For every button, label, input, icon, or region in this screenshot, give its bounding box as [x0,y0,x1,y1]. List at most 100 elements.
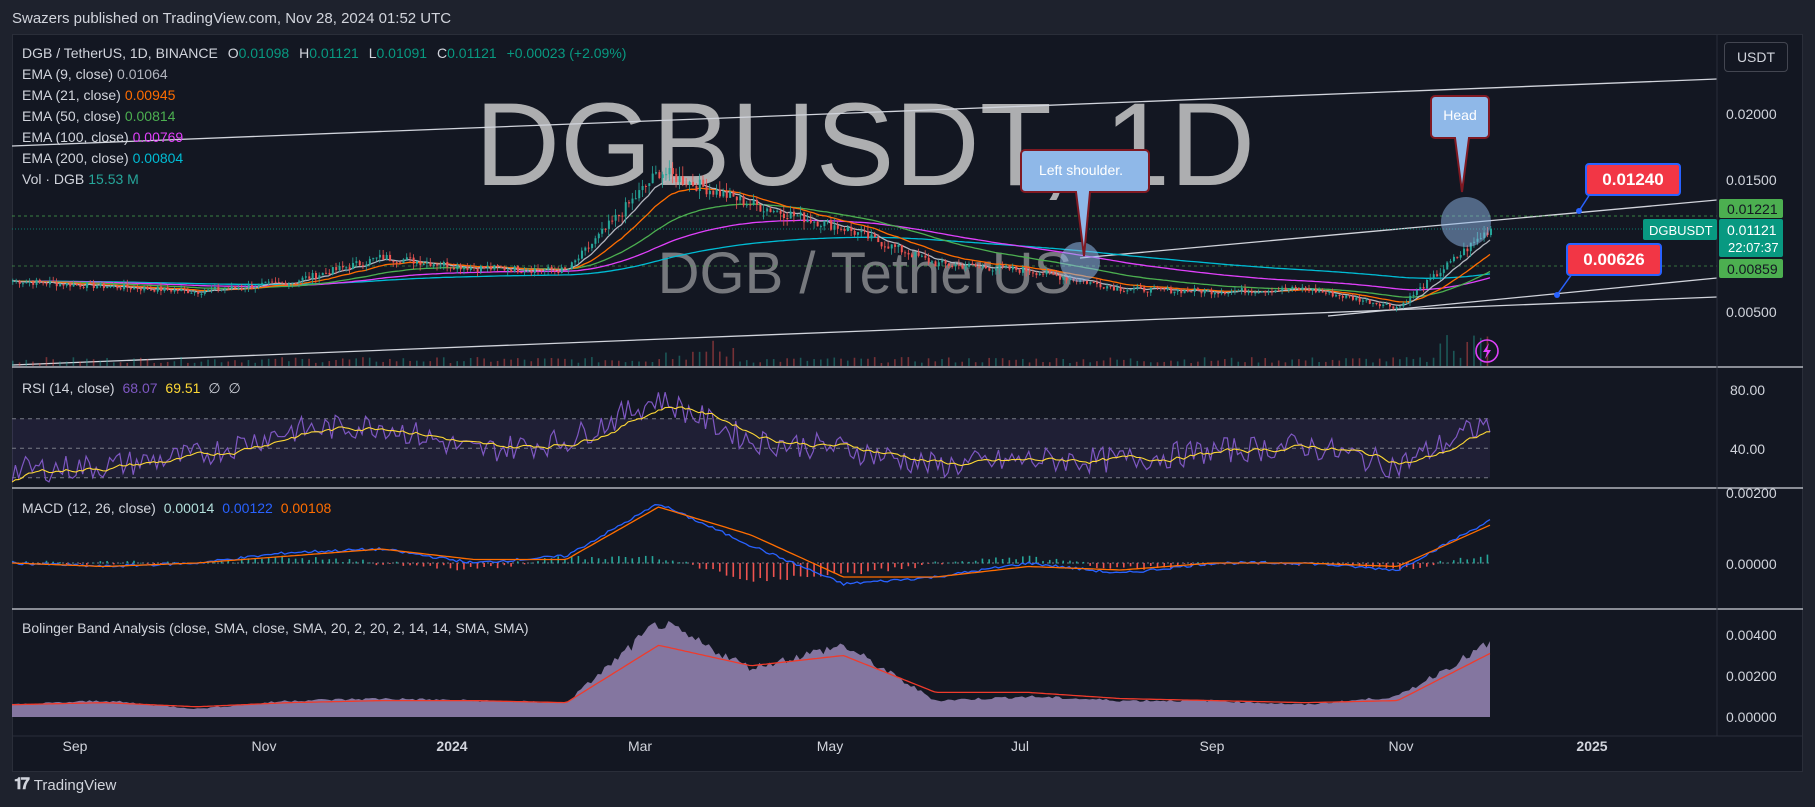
volume-bar [214,359,216,366]
volume-bar [1156,362,1159,366]
candle-body [419,261,422,266]
macd-legend[interactable]: MACD (12, 26, close) 0.00014 0.00122 0.0… [22,500,332,516]
candle-body [607,220,610,229]
volume-bar [79,361,81,366]
candle-body [614,214,617,221]
volume-bar [416,360,418,366]
candle-body [1271,290,1274,293]
candle-body [426,262,429,264]
candle-body [170,289,173,292]
candle-body [1247,291,1250,294]
candle-body [843,228,846,232]
macd-histogram-bar [442,563,445,566]
volume-bar [1102,360,1105,366]
ema9-legend[interactable]: EMA (9, close) 0.01064 [22,66,168,82]
candle-body [564,267,567,270]
candle-body [947,263,950,266]
symbol-ohlc-row[interactable]: DGB / TetherUS, 1D, BINANCE O0.01098 H0.… [22,45,627,61]
macd-histogram-bar [995,557,997,564]
target-low-label-box[interactable]: 0.00626 [1566,243,1662,276]
head-callout[interactable]: Head [1430,95,1490,193]
volume-bar [860,358,863,366]
candle-body [304,276,307,278]
candle-body [991,270,994,272]
candle-body [1345,295,1348,298]
candle-body [28,281,31,283]
ema21-legend[interactable]: EMA (21, close) 0.00945 [22,87,176,103]
candle-body [1304,287,1307,290]
volume-bar [160,362,162,366]
candle-body [675,173,678,183]
volume-bar [692,351,694,366]
candle-body [907,252,910,255]
macd-histogram-bar [591,557,593,564]
candle-body [594,238,597,244]
bb-legend[interactable]: Bolinger Band Analysis (close, SMA, clos… [22,620,529,636]
macd-histogram-bar [294,558,297,564]
macd-histogram-bar [59,562,61,564]
main-legend[interactable]: DGB / TetherUS, 1D, BINANCE O0.01098 H0.… [22,43,626,190]
macd-histogram-bar [840,563,842,574]
target-high-label-box[interactable]: 0.01240 [1585,163,1681,196]
candle-body [483,265,486,269]
candle-body [409,257,412,259]
volume-bar [1351,358,1354,366]
candle-body [823,220,826,227]
candle-body [1385,303,1388,305]
volume-legend[interactable]: Vol · DGB 15.53 M [22,171,139,187]
candle-body [274,281,277,283]
candle-body [978,266,981,268]
candle-body [513,266,516,272]
macd-histogram-bar [759,563,762,579]
ema50-legend[interactable]: EMA (50, close) 0.00814 [22,108,176,124]
volume-bar [442,357,445,366]
candle-body [725,191,728,198]
macd-histogram-bar [469,563,472,567]
candle-body [1035,273,1038,276]
volume-bar [449,362,452,366]
volume-bar [1372,362,1374,366]
watermark-sub: DGB / TetherUS [658,241,1073,306]
candle-body [479,265,482,272]
candle-body [459,264,462,270]
candle-body [971,263,974,265]
candle-body [1213,292,1216,295]
volume-bar [1008,360,1011,366]
last-price-tag: 0.01121 22:07:37 [1719,219,1783,257]
macd-histogram-bar [389,563,391,564]
volume-bar [456,361,459,366]
macd-histogram-bar [139,562,142,564]
macd-histogram-bar [698,563,701,569]
lightning-icon[interactable] [1475,339,1499,363]
tradingview-brand[interactable]: 𝟏𝟕 TradingView [14,776,116,794]
candle-body [735,196,738,201]
currency-button[interactable]: USDT [1724,42,1788,72]
volume-bar [496,360,499,366]
volume-bar [261,359,263,366]
macd-histogram-bar [267,558,270,564]
left-shoulder-callout[interactable]: Left shoulder. [1020,149,1150,257]
volume-bar [355,358,358,366]
volume-bar [1042,362,1044,366]
volume-bar [752,362,755,366]
candle-body [160,286,163,292]
candle-body [197,291,200,294]
candle-body [917,251,920,256]
publish-info: Swazers published on TradingView.com, No… [12,10,452,27]
volume-bar [1331,359,1334,366]
macd-histogram-bar [510,563,512,567]
candle-body [1294,286,1297,289]
price-tick: 0.02000 [1726,106,1777,122]
ema200-legend[interactable]: EMA (200, close) 0.00804 [22,150,184,166]
ema100-legend[interactable]: EMA (100, close) 0.00769 [22,129,184,145]
volume-bar [988,357,990,366]
volume-bar [1136,360,1139,366]
volume-bar [530,361,533,366]
candle-body [25,282,28,284]
head-label: Head [1443,107,1476,123]
chart-frame[interactable] [12,34,1803,772]
candle-body [958,264,961,266]
volume-bar [611,360,613,366]
rsi-legend[interactable]: RSI (14, close) 68.07 69.51 ∅ ∅ [22,380,241,396]
